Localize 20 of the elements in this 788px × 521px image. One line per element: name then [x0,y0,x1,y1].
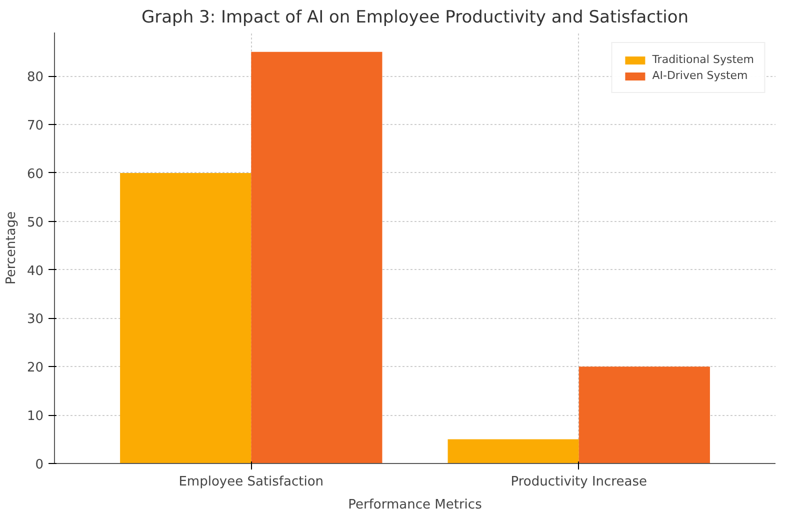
bar [251,52,382,464]
legend-label: Traditional System [652,53,754,66]
y-tick-label: 10 [26,409,44,424]
legend-label: AI-Driven System [652,69,748,82]
y-tick-label: 40 [26,264,44,279]
x-tick-label: Productivity Increase [510,474,647,490]
bar [578,366,710,464]
bar [448,439,579,464]
y-tick-label: 60 [26,166,44,182]
chart-title: Graph 3: Impact of AI on Employee Productivity and Satisfaction [141,8,689,28]
y-axis-title: Percentage [4,211,19,285]
x-axis-title: Performance Metrics [348,498,482,512]
y-tick-label: 70 [26,118,44,134]
bar [120,172,252,464]
y-tick-label: 20 [26,360,44,376]
y-tick-label: 30 [26,312,44,328]
y-tick-label: 50 [26,215,44,230]
y-tick-label: 0 [35,458,44,472]
x-tick-label: Employee Satisfaction [178,474,324,490]
y-tick-label: 80 [26,70,44,86]
